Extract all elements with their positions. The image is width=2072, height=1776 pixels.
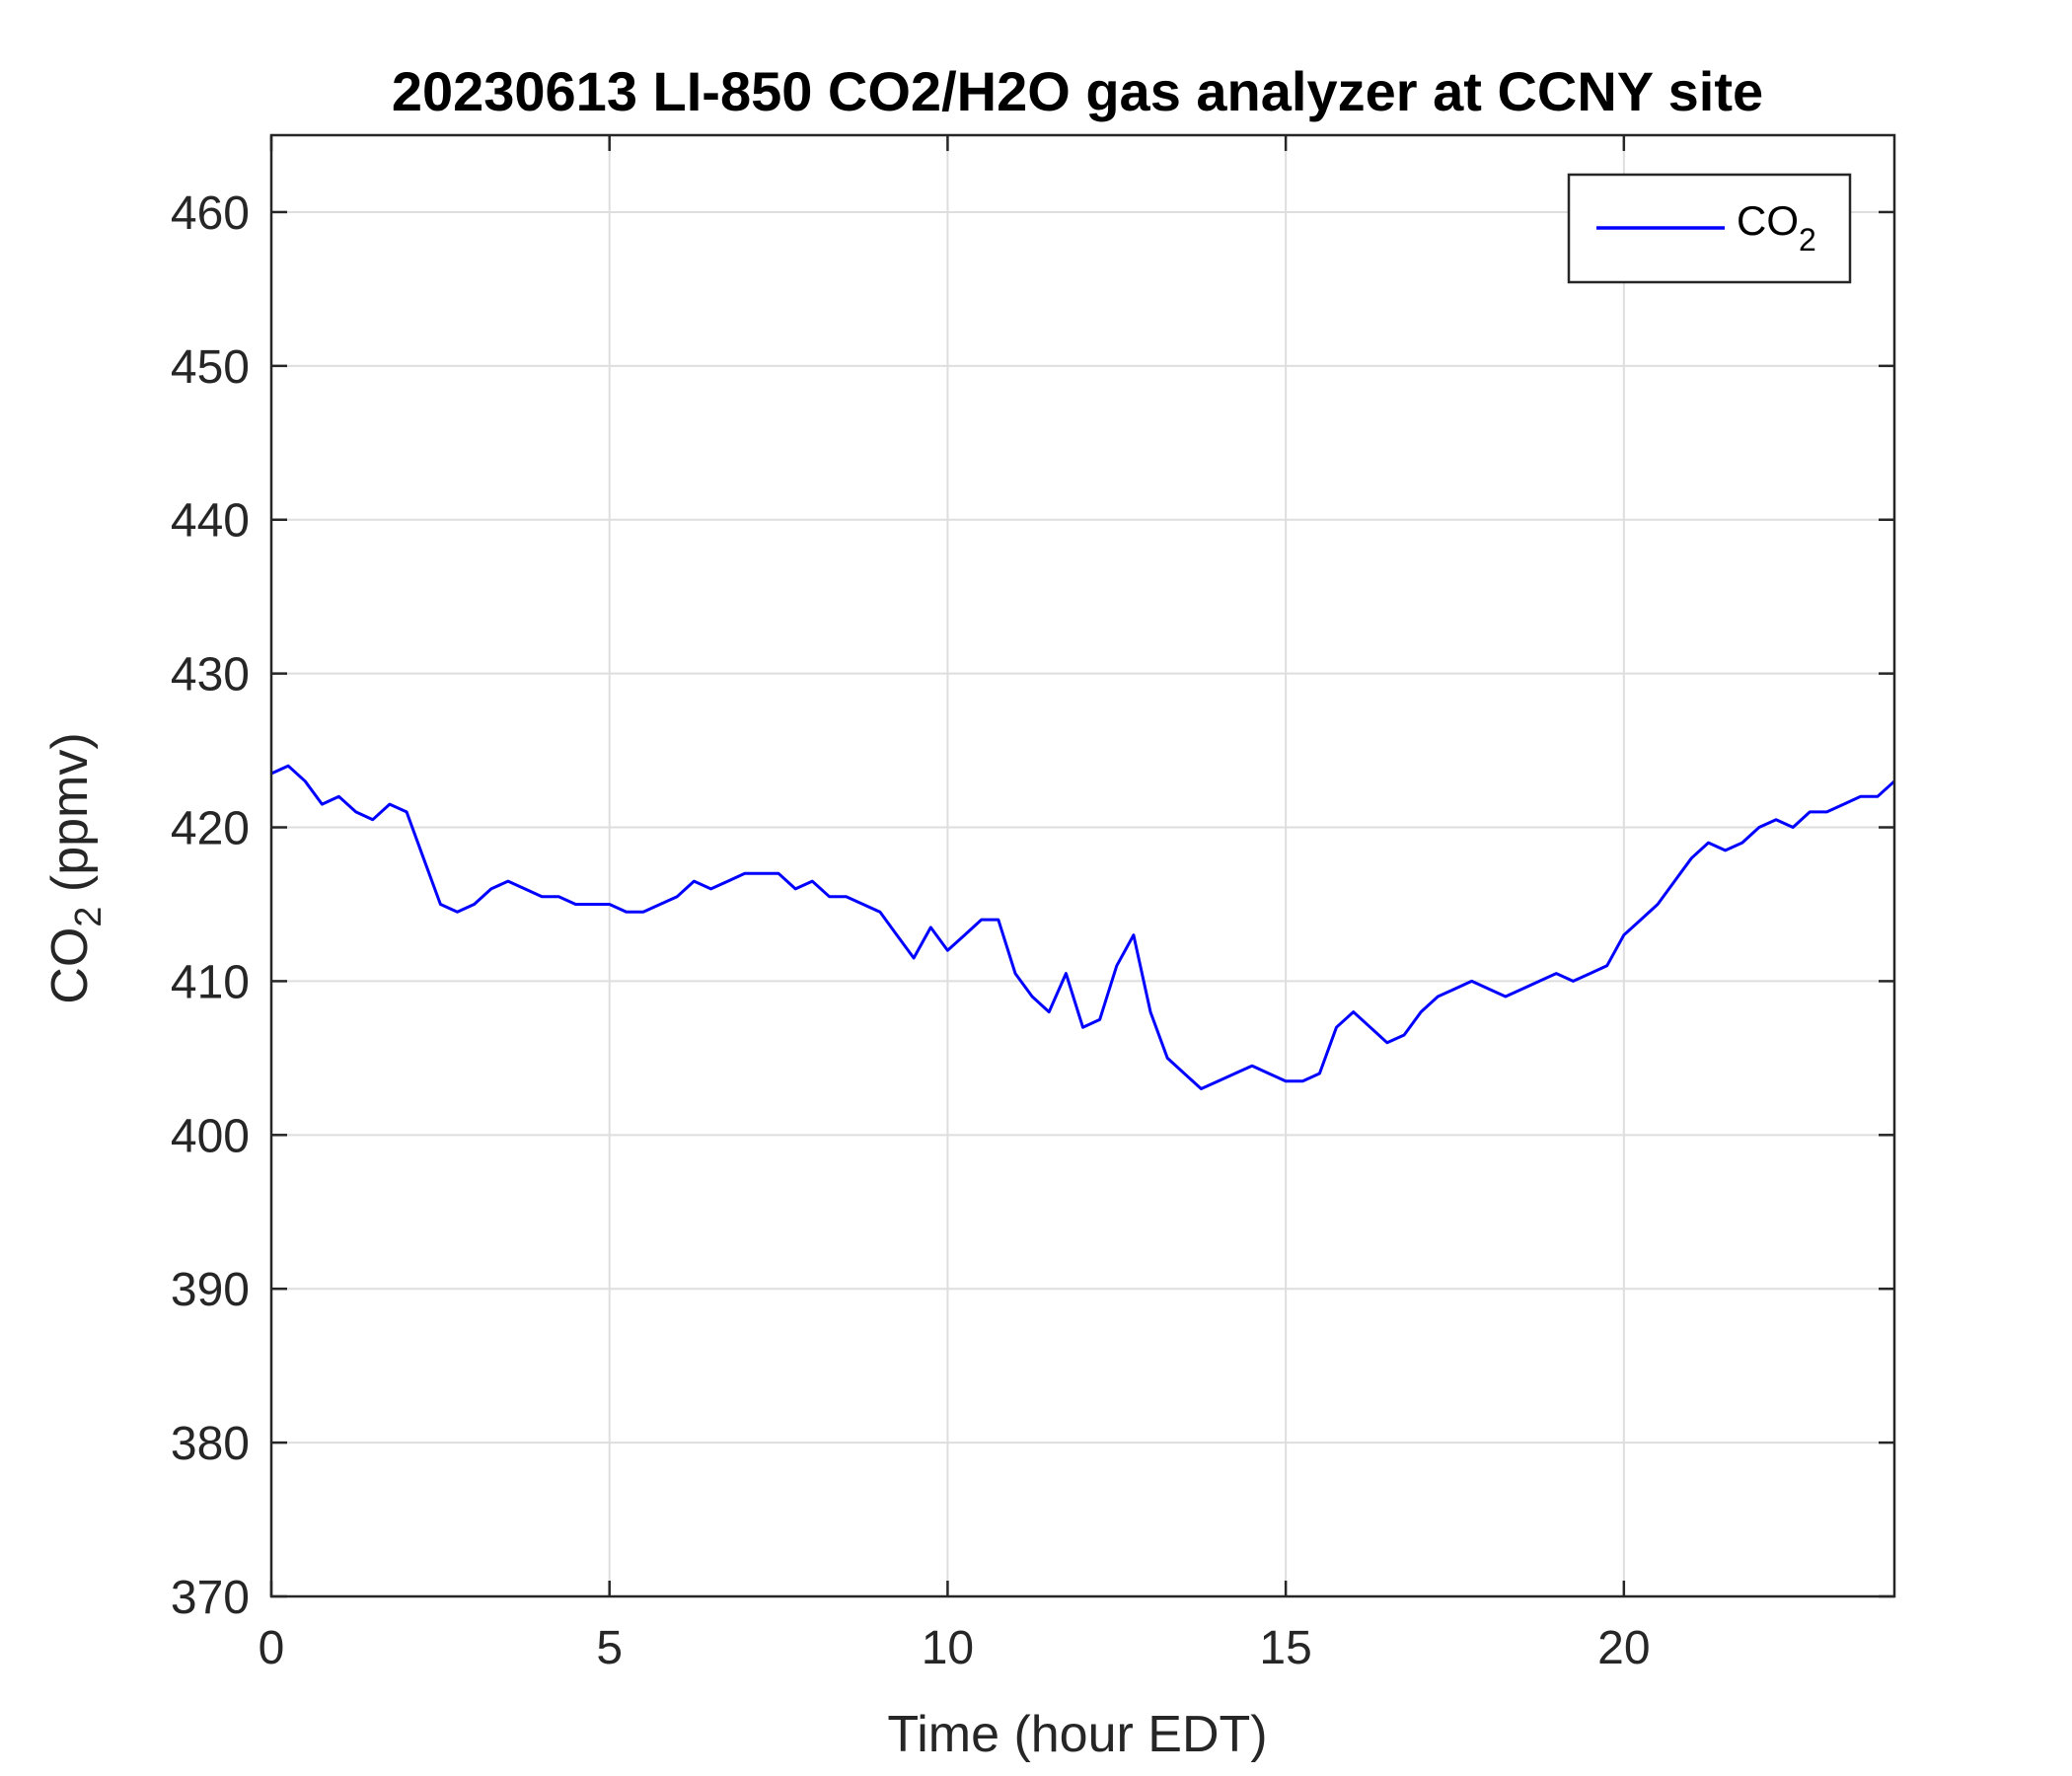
y-axis-label-units: (ppmv)	[41, 732, 99, 906]
co2-series-line	[270, 764, 1896, 1090]
plot-area-frame	[269, 133, 1896, 1598]
x-tick-label: 20	[1597, 1622, 1650, 1674]
y-tick-label: 410	[171, 956, 250, 1008]
axis-ticks	[269, 135, 1894, 1598]
legend-label-co2-base: CO	[1737, 197, 1799, 244]
y-tick-label: 420	[171, 803, 250, 855]
x-tick-label: 15	[1259, 1622, 1311, 1674]
x-axis-label: Time (hour EDT)	[887, 1706, 1267, 1763]
grid-lines	[270, 135, 1894, 1597]
x-tick-label: 10	[922, 1622, 974, 1674]
x-tick-labels: 0 5 10 15 20	[259, 1622, 1651, 1674]
legend-label-co2-subscript: 2	[1799, 222, 1816, 258]
legend-label-co2: CO2	[1737, 197, 1816, 258]
chart-title: 20230613 LI-850 CO2/H2O gas analyzer at …	[392, 60, 1763, 122]
legend: CO2	[1567, 173, 1852, 284]
y-tick-label: 390	[171, 1264, 250, 1316]
y-tick-label: 430	[171, 649, 250, 702]
x-tick-label: 0	[259, 1622, 285, 1674]
y-tick-label: 400	[171, 1110, 250, 1162]
y-tick-label: 370	[171, 1572, 250, 1624]
y-tick-label: 440	[171, 495, 250, 548]
y-tick-labels: 370 380 390 400 410 420 430 440 450 460	[171, 187, 250, 1624]
y-tick-label: 380	[171, 1418, 250, 1470]
y-axis-label-base: CO	[41, 927, 99, 1004]
co2-series-polyline	[270, 764, 1896, 1090]
y-tick-label: 450	[171, 341, 250, 394]
y-axis-label: CO2 (ppmv)	[41, 732, 110, 1003]
y-tick-label: 460	[171, 187, 250, 240]
x-tick-label: 5	[596, 1622, 623, 1674]
y-axis-label-subscript: 2	[68, 907, 110, 927]
